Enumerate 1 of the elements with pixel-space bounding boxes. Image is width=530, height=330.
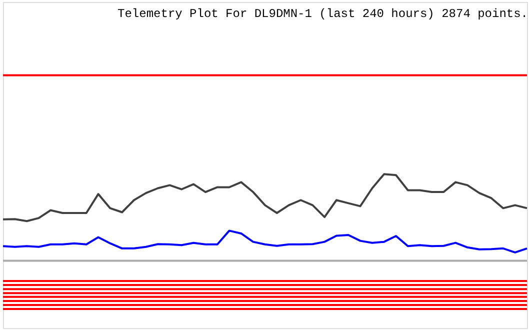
chart-title: Telemetry Plot For DL9DMN-1 (last 240 hours) 2874 points. bbox=[118, 7, 528, 21]
